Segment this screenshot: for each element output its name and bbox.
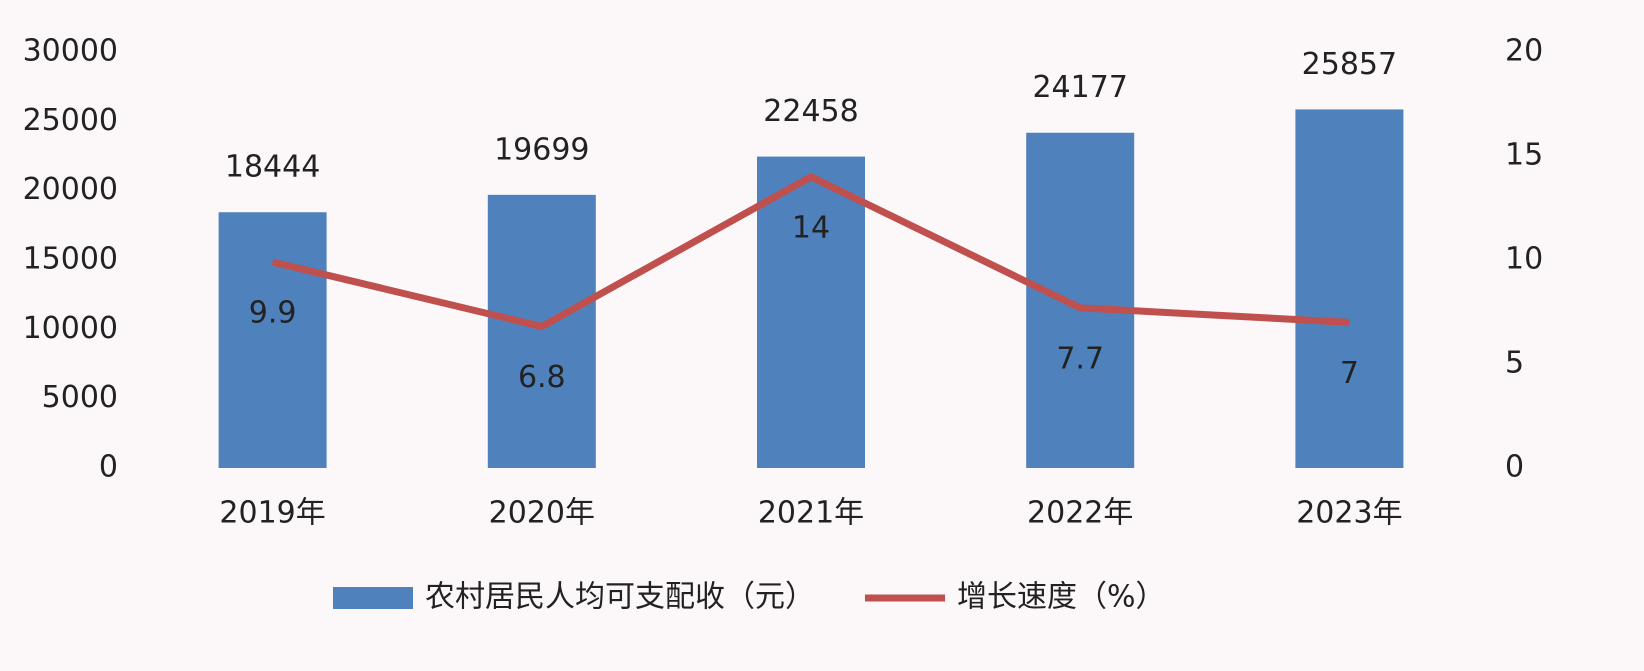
y-tick-label: 30000 — [23, 34, 118, 69]
y2-tick-label: 5 — [1505, 346, 1524, 381]
y-tick-label: 0 — [99, 450, 118, 485]
bar-value-label: 22458 — [763, 94, 858, 129]
bar-value-label: 25857 — [1302, 47, 1397, 82]
y-tick-label: 25000 — [23, 103, 118, 138]
y2-tick-label: 20 — [1505, 34, 1543, 69]
y-tick-label: 15000 — [23, 242, 118, 277]
line-value-label: 7 — [1340, 356, 1359, 391]
line-value-label: 6.8 — [518, 360, 566, 395]
x-tick-label: 2023年 — [1296, 496, 1402, 531]
bar — [757, 156, 865, 468]
x-tick-label: 2022年 — [1027, 496, 1133, 531]
legend-swatch — [333, 587, 413, 609]
bar-value-label: 19699 — [494, 132, 589, 167]
x-tick-label: 2019年 — [219, 496, 325, 531]
line-value-label: 7.7 — [1056, 341, 1104, 376]
y2-tick-label: 10 — [1505, 242, 1543, 277]
y-tick-label: 10000 — [23, 311, 118, 346]
bar — [487, 194, 596, 469]
line — [271, 173, 1350, 331]
legend-label: 农村居民人均可支配收（元） — [425, 580, 815, 615]
bar — [1026, 132, 1135, 468]
line-value-label: 9.9 — [249, 296, 297, 331]
bar-value-label: 24177 — [1032, 70, 1127, 105]
legend-label: 增长速度（%） — [957, 580, 1166, 615]
y2-tick-label: 0 — [1505, 450, 1524, 485]
y2-tick-label: 15 — [1505, 138, 1543, 173]
bar — [1295, 109, 1404, 469]
x-tick-label: 2020年 — [489, 496, 595, 531]
line-value-label: 14 — [792, 210, 830, 245]
bar — [218, 212, 327, 468]
bar-value-label: 18444 — [225, 150, 320, 185]
y-tick-label: 20000 — [23, 172, 118, 207]
y-tick-label: 5000 — [42, 380, 118, 415]
x-tick-label: 2021年 — [758, 496, 864, 531]
